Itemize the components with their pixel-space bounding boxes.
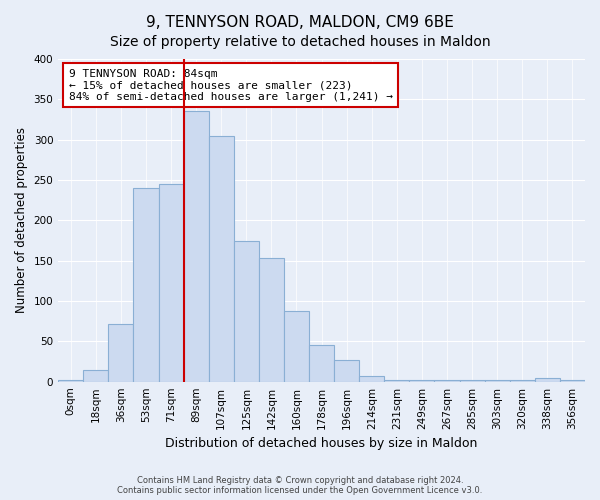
Text: Contains HM Land Registry data © Crown copyright and database right 2024.
Contai: Contains HM Land Registry data © Crown c…	[118, 476, 482, 495]
Bar	[460, 380, 485, 382]
Bar	[309, 346, 334, 382]
Bar	[83, 370, 109, 382]
X-axis label: Distribution of detached houses by size in Maldon: Distribution of detached houses by size …	[166, 437, 478, 450]
Bar	[434, 380, 460, 382]
Bar	[259, 258, 284, 382]
Bar	[385, 380, 409, 382]
Bar	[535, 378, 560, 382]
Bar	[560, 380, 585, 382]
Bar	[109, 324, 133, 382]
Bar	[133, 188, 158, 382]
Y-axis label: Number of detached properties: Number of detached properties	[15, 128, 28, 314]
Bar	[58, 380, 83, 382]
Bar	[209, 136, 234, 382]
Bar	[510, 380, 535, 382]
Bar	[158, 184, 184, 382]
Bar	[284, 312, 309, 382]
Bar	[359, 376, 385, 382]
Bar	[184, 112, 209, 382]
Text: Size of property relative to detached houses in Maldon: Size of property relative to detached ho…	[110, 35, 490, 49]
Bar	[409, 380, 434, 382]
Text: 9 TENNYSON ROAD: 84sqm
← 15% of detached houses are smaller (223)
84% of semi-de: 9 TENNYSON ROAD: 84sqm ← 15% of detached…	[69, 68, 393, 102]
Bar	[234, 240, 259, 382]
Bar	[485, 380, 510, 382]
Bar	[334, 360, 359, 382]
Text: 9, TENNYSON ROAD, MALDON, CM9 6BE: 9, TENNYSON ROAD, MALDON, CM9 6BE	[146, 15, 454, 30]
